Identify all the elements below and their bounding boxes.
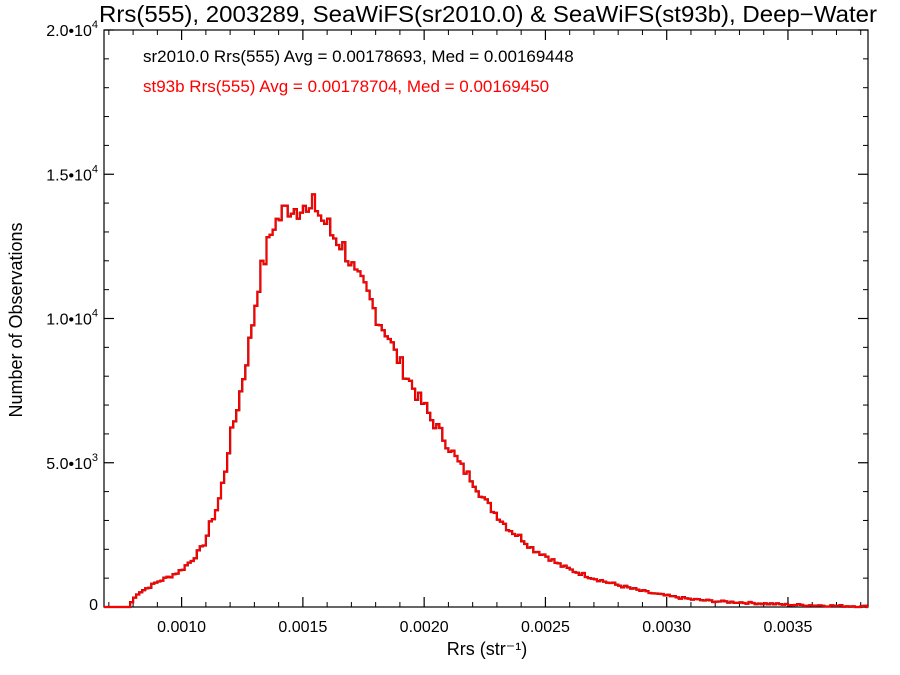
y-tick-mantissa: 1.0•10 xyxy=(46,312,92,329)
annotation-sr2010: sr2010.0 Rrs(555) Avg = 0.00178693, Med … xyxy=(143,47,574,66)
chart-title: Rrs(555), 2003289, SeaWiFS(sr2010.0) & S… xyxy=(99,1,877,27)
y-tick-mantissa: 1.5•10 xyxy=(46,167,92,184)
x-tick-label: 0.0020 xyxy=(400,619,449,636)
x-tick-label: 0.0010 xyxy=(157,619,206,636)
histogram-series-st93b xyxy=(104,193,868,608)
y-axis-label: Number of Observations xyxy=(6,222,26,417)
y-tick-mantissa: 5.0•10 xyxy=(46,456,92,473)
y-tick-exponent: 4 xyxy=(92,163,98,175)
x-axis-label: Rrs (str⁻¹) xyxy=(447,639,527,659)
y-tick-label: 1.5•104 xyxy=(46,163,98,184)
y-tick-label: 1.0•104 xyxy=(46,308,98,329)
annotation-st93b: st93b Rrs(555) Avg = 0.00178704, Med = 0… xyxy=(143,77,549,96)
y-tick-mantissa: 0 xyxy=(89,597,98,614)
x-tick-label: 0.0030 xyxy=(642,619,691,636)
x-tick-label: 0.0025 xyxy=(521,619,570,636)
y-tick-label: 5.0•103 xyxy=(46,452,98,473)
y-tick-label: 0 xyxy=(89,597,98,614)
y-tick-exponent: 4 xyxy=(92,19,98,31)
x-tick-label: 0.0035 xyxy=(763,619,812,636)
y-tick-exponent: 4 xyxy=(92,308,98,320)
y-tick-exponent: 3 xyxy=(92,452,98,464)
histogram-series-sr2010 xyxy=(104,193,868,609)
plot-frame xyxy=(103,29,869,608)
y-tick-label: 2.0•104 xyxy=(46,19,98,40)
x-axis-ticks: 0.0010 0.0015 0.0020 0.0025 0.0030 0.0035 xyxy=(108,30,862,636)
x-tick-label: 0.0015 xyxy=(278,619,327,636)
y-tick-mantissa: 2.0•10 xyxy=(46,23,92,40)
